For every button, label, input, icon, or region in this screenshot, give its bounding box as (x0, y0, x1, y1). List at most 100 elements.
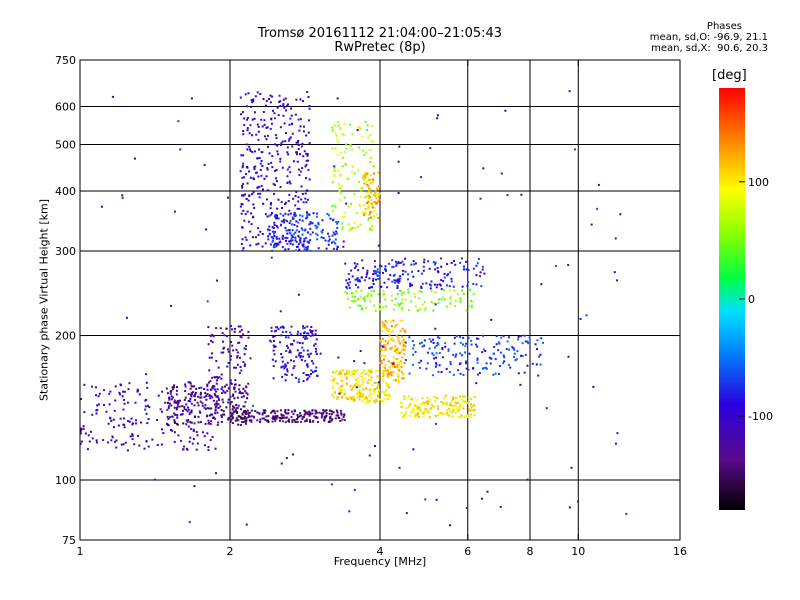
data-point (256, 123, 259, 126)
data-point (386, 329, 389, 332)
data-point (397, 281, 400, 284)
data-point (372, 390, 375, 393)
data-point (245, 410, 248, 413)
data-point (456, 293, 459, 296)
data-point (245, 392, 248, 395)
data-point (287, 248, 290, 251)
data-point (238, 356, 241, 359)
data-point (340, 151, 343, 154)
data-point (266, 168, 269, 171)
data-point (309, 411, 312, 414)
data-point (392, 371, 395, 374)
data-point (343, 215, 346, 218)
data-point (528, 336, 531, 339)
data-point (420, 285, 423, 288)
data-point (343, 373, 346, 376)
data-point (251, 404, 254, 407)
data-point (271, 417, 274, 420)
data-point (266, 126, 269, 129)
data-point (375, 272, 378, 275)
data-point (406, 278, 409, 281)
data-point (264, 104, 267, 107)
data-point (135, 419, 138, 422)
data-point (468, 352, 471, 355)
data-point (248, 145, 251, 148)
data-point (467, 289, 470, 292)
data-point (210, 352, 213, 355)
data-point (470, 343, 473, 346)
data-point (440, 412, 443, 415)
data-point (88, 440, 91, 443)
data-point (187, 381, 190, 384)
data-point (168, 396, 171, 399)
y-tick-label: 400 (55, 185, 76, 198)
data-point (127, 388, 130, 391)
data-point (353, 226, 356, 229)
data-point (382, 306, 385, 309)
data-point (380, 362, 383, 365)
data-point (332, 396, 335, 399)
data-point (357, 269, 360, 272)
data-point (220, 414, 223, 417)
data-point (444, 342, 447, 345)
data-point (290, 333, 293, 336)
data-point (86, 448, 89, 451)
data-point (289, 343, 292, 346)
data-point (503, 356, 506, 359)
data-point (309, 227, 312, 230)
data-point (347, 284, 350, 287)
data-point (305, 134, 308, 137)
data-point (246, 210, 249, 213)
data-point (243, 353, 246, 356)
data-point (365, 151, 368, 154)
data-point (554, 265, 557, 268)
data-point (207, 343, 210, 346)
data-point (222, 347, 225, 350)
data-point (364, 196, 367, 199)
data-point (364, 208, 367, 211)
data-point (276, 242, 279, 245)
data-point (340, 376, 343, 379)
data-point (459, 298, 462, 301)
data-point (306, 211, 309, 214)
data-point (338, 190, 341, 193)
data-point (359, 280, 362, 283)
data-point (399, 330, 402, 333)
data-point (412, 408, 415, 411)
data-point (301, 219, 304, 222)
data-point (204, 404, 207, 407)
data-point (420, 287, 423, 290)
data-point (380, 400, 383, 403)
data-point (82, 427, 85, 430)
data-point (356, 263, 359, 266)
data-point (461, 395, 464, 398)
data-point (208, 381, 211, 384)
data-point (282, 103, 285, 106)
data-point (385, 347, 388, 350)
data-point (616, 432, 619, 435)
data-point (368, 400, 371, 403)
data-point (176, 406, 179, 409)
data-point (336, 414, 339, 417)
data-point (181, 412, 184, 415)
data-point (387, 328, 390, 331)
data-point (481, 265, 484, 268)
data-point (348, 286, 351, 289)
data-point (353, 372, 356, 375)
data-point (170, 395, 173, 398)
data-point (288, 209, 291, 212)
data-point (355, 211, 358, 214)
data-point (264, 409, 267, 412)
data-point (387, 339, 390, 342)
data-point (267, 98, 270, 101)
data-point (438, 283, 441, 286)
data-point (399, 319, 402, 322)
data-point (245, 197, 248, 200)
data-point (233, 410, 236, 413)
data-point (292, 197, 295, 200)
data-point (286, 237, 289, 240)
data-point (357, 384, 360, 387)
data-point (443, 276, 446, 279)
data-point (175, 401, 178, 404)
data-point (266, 215, 269, 218)
